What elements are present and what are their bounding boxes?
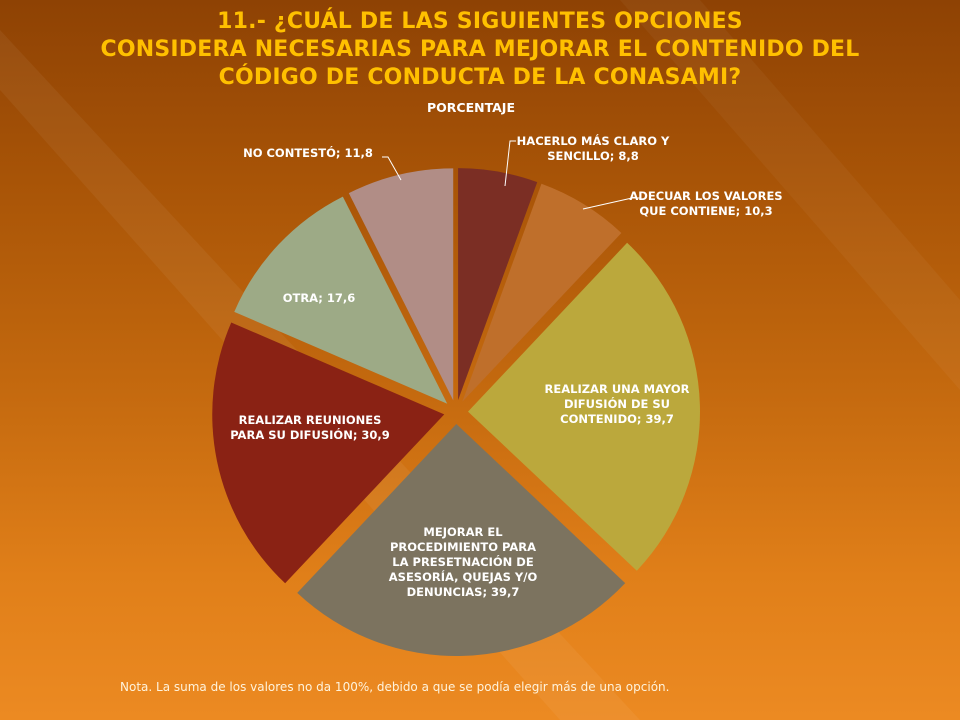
pie-slice (467, 242, 700, 571)
slice-label: ADECUAR LOS VALORES QUE CONTIENE; 10,3 (629, 189, 782, 218)
chart-title: PORCENTAJE (427, 100, 515, 115)
slice-label-line: DIFUSIÓN DE SU (564, 396, 670, 411)
pie-slice (458, 168, 538, 401)
slice-label-line: QUE CONTIENE; 10,3 (639, 204, 772, 218)
leader-line (582, 197, 640, 210)
slice-label-line: LA PRESETNACIÓN DE (392, 554, 534, 569)
title-line-2: CONSIDERA NECESARIAS PARA MEJORAR EL CON… (100, 37, 860, 62)
slice-label-line: PARA SU DIFUSIÓN; 30,9 (230, 427, 390, 442)
leader-line (504, 140, 516, 187)
pie-slice (462, 183, 622, 402)
slice-label-line: REALIZAR REUNIONES (239, 413, 382, 427)
slide-title: 11.- ¿CUÁL DE LAS SIGUIENTES OPCIONES CO… (70, 8, 890, 92)
slice-label-line: PROCEDIMIENTO PARA (390, 540, 536, 554)
slice-label: OTRA; 17,6 (283, 291, 356, 305)
slice-label: REALIZAR UNA MAYOR DIFUSIÓN DE SU CONTENID… (545, 382, 690, 426)
slice-label-line: DENUNCIAS; 39,7 (407, 585, 520, 599)
footnote: Nota. La suma de los valores no da 100%,… (120, 680, 670, 694)
slice-label-line: ADECUAR LOS VALORES (629, 189, 782, 203)
slice-label: NO CONTESTÓ; 11,8 (243, 145, 373, 160)
slice-label-line: REALIZAR UNA MAYOR (545, 382, 690, 396)
pie-slice (348, 168, 454, 401)
title-line-1: 11.- ¿CUÁL DE LAS SIGUIENTES OPCIONES (217, 9, 743, 34)
slice-label-line: SENCILLO; 8,8 (547, 149, 638, 163)
slice-label-line: CONTENIDO; 39,7 (560, 412, 674, 426)
slice-label: MEJORAR EL PROCEDIMIENTO PARA LA PRESETNAC… (389, 525, 538, 599)
slice-label: HACERLO MÁS CLARO Y SENCILLO; 8,8 (517, 133, 670, 163)
slice-label-line: HACERLO MÁS CLARO Y (517, 133, 670, 148)
slice-label-line: MEJORAR EL (423, 525, 503, 539)
leader-line (382, 156, 402, 181)
slice-label-line: ASESORÍA, QUEJAS Y/O (389, 569, 538, 584)
title-line-3: CÓDIGO DE CONDUCTA DE LA CONASAMI? (218, 65, 742, 90)
slice-label: REALIZAR REUNIONES PARA SU DIFUSIÓN; 30,9 (230, 413, 390, 442)
pie-slice (297, 423, 626, 656)
slice-label-line: OTRA; 17,6 (283, 291, 356, 305)
pie-slice (234, 196, 448, 404)
slice-label-line: NO CONTESTÓ; 11,8 (243, 145, 373, 160)
pie-slice (212, 322, 445, 584)
